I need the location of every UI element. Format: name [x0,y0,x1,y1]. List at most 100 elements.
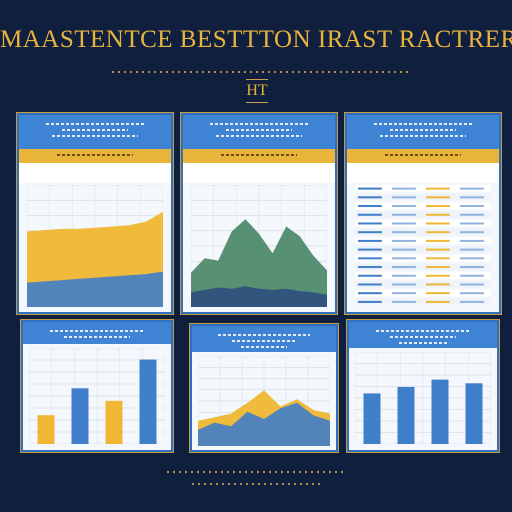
table-row [355,298,491,305]
table-cell [392,292,416,295]
table-cell [426,292,450,295]
table-cell [460,239,484,242]
table-row [355,185,491,192]
chart-panel-1 [17,113,173,314]
table-cell [358,274,382,277]
panel-header [192,326,336,352]
table-row [355,254,491,262]
table-cell [358,266,382,269]
table-cell [358,300,382,303]
table-cell [426,239,450,242]
table-cell [460,292,484,295]
table-cell [358,213,382,216]
table-cell [358,222,382,225]
table-cell [426,283,450,286]
table-row [355,193,491,201]
table-cell [392,274,416,277]
table-cell [392,248,416,251]
chart-5-svg [198,356,330,446]
table-cell [392,300,416,303]
panel-band [19,149,171,163]
table-row [355,272,491,279]
chart-2-svg [191,185,327,307]
table-cell [392,205,416,208]
table-row [355,211,491,218]
panel-band [347,149,499,163]
table-cell [426,187,450,190]
chart-panel-2 [181,113,337,314]
chart-panel-3 [345,113,501,314]
table-cell [460,231,484,234]
table-row [355,280,491,288]
table-cell [358,187,382,190]
table-cell [460,274,484,277]
table-cell [358,257,382,260]
table-row [355,289,491,297]
bar-3 [105,400,123,444]
table-cell [358,205,382,208]
panel-band [183,149,335,163]
table-cell [392,239,416,242]
chart-4-svg [29,348,165,444]
table-cell [358,292,382,295]
table-cell [392,231,416,234]
table-cell [460,196,484,199]
table-cell [460,213,484,216]
table-cell [392,196,416,199]
table-cell [460,187,484,190]
table-row [355,237,491,244]
panel-header [19,115,171,149]
table-cell [460,248,484,251]
table-cell [460,222,484,225]
table-cell [392,187,416,190]
panel-header [183,115,335,149]
series-2-area [191,286,327,307]
table-cell [426,274,450,277]
table-cell [358,283,382,286]
table-cell [426,266,450,269]
panel-header [23,322,171,344]
table-cell [426,231,450,234]
table-cell [358,248,382,251]
table-cell [392,266,416,269]
bar-1 [363,393,381,444]
bar-4 [139,359,157,444]
table-row [355,219,491,227]
table-row [355,228,491,236]
series-2-area [27,271,163,307]
table-cell [426,196,450,199]
table-row [355,246,491,253]
table-cell [358,196,382,199]
table-cell [426,205,450,208]
table-cell [392,257,416,260]
bar-2 [397,386,415,444]
table-cell [426,213,450,216]
chart-panel-6 [347,320,499,452]
decorative-dot-row [165,470,345,474]
table-cell [426,248,450,251]
page-title: MAASTENTCE BESTTTON IRAST RACTRER [0,26,512,53]
bar-4 [465,383,483,444]
panel-header [347,115,499,149]
table-cell [358,239,382,242]
bar-1 [37,415,55,444]
table-cell [426,257,450,260]
bar-3 [431,379,449,444]
bar-2 [71,388,89,444]
table-cell [358,231,382,234]
chart-1-svg [27,185,163,307]
chart-panel-4 [21,320,173,452]
chart-panel-5 [190,324,338,452]
table-cell [426,222,450,225]
table-cell [392,222,416,225]
table-row [355,263,491,271]
table-cell [392,213,416,216]
decorative-dot-row [110,70,410,74]
logo: HT [246,79,268,103]
chart-3-svg [355,185,491,305]
table-cell [460,205,484,208]
chart-6-svg [355,352,491,444]
decorative-dot-row [190,482,320,486]
table-cell [392,283,416,286]
table-cell [426,300,450,303]
